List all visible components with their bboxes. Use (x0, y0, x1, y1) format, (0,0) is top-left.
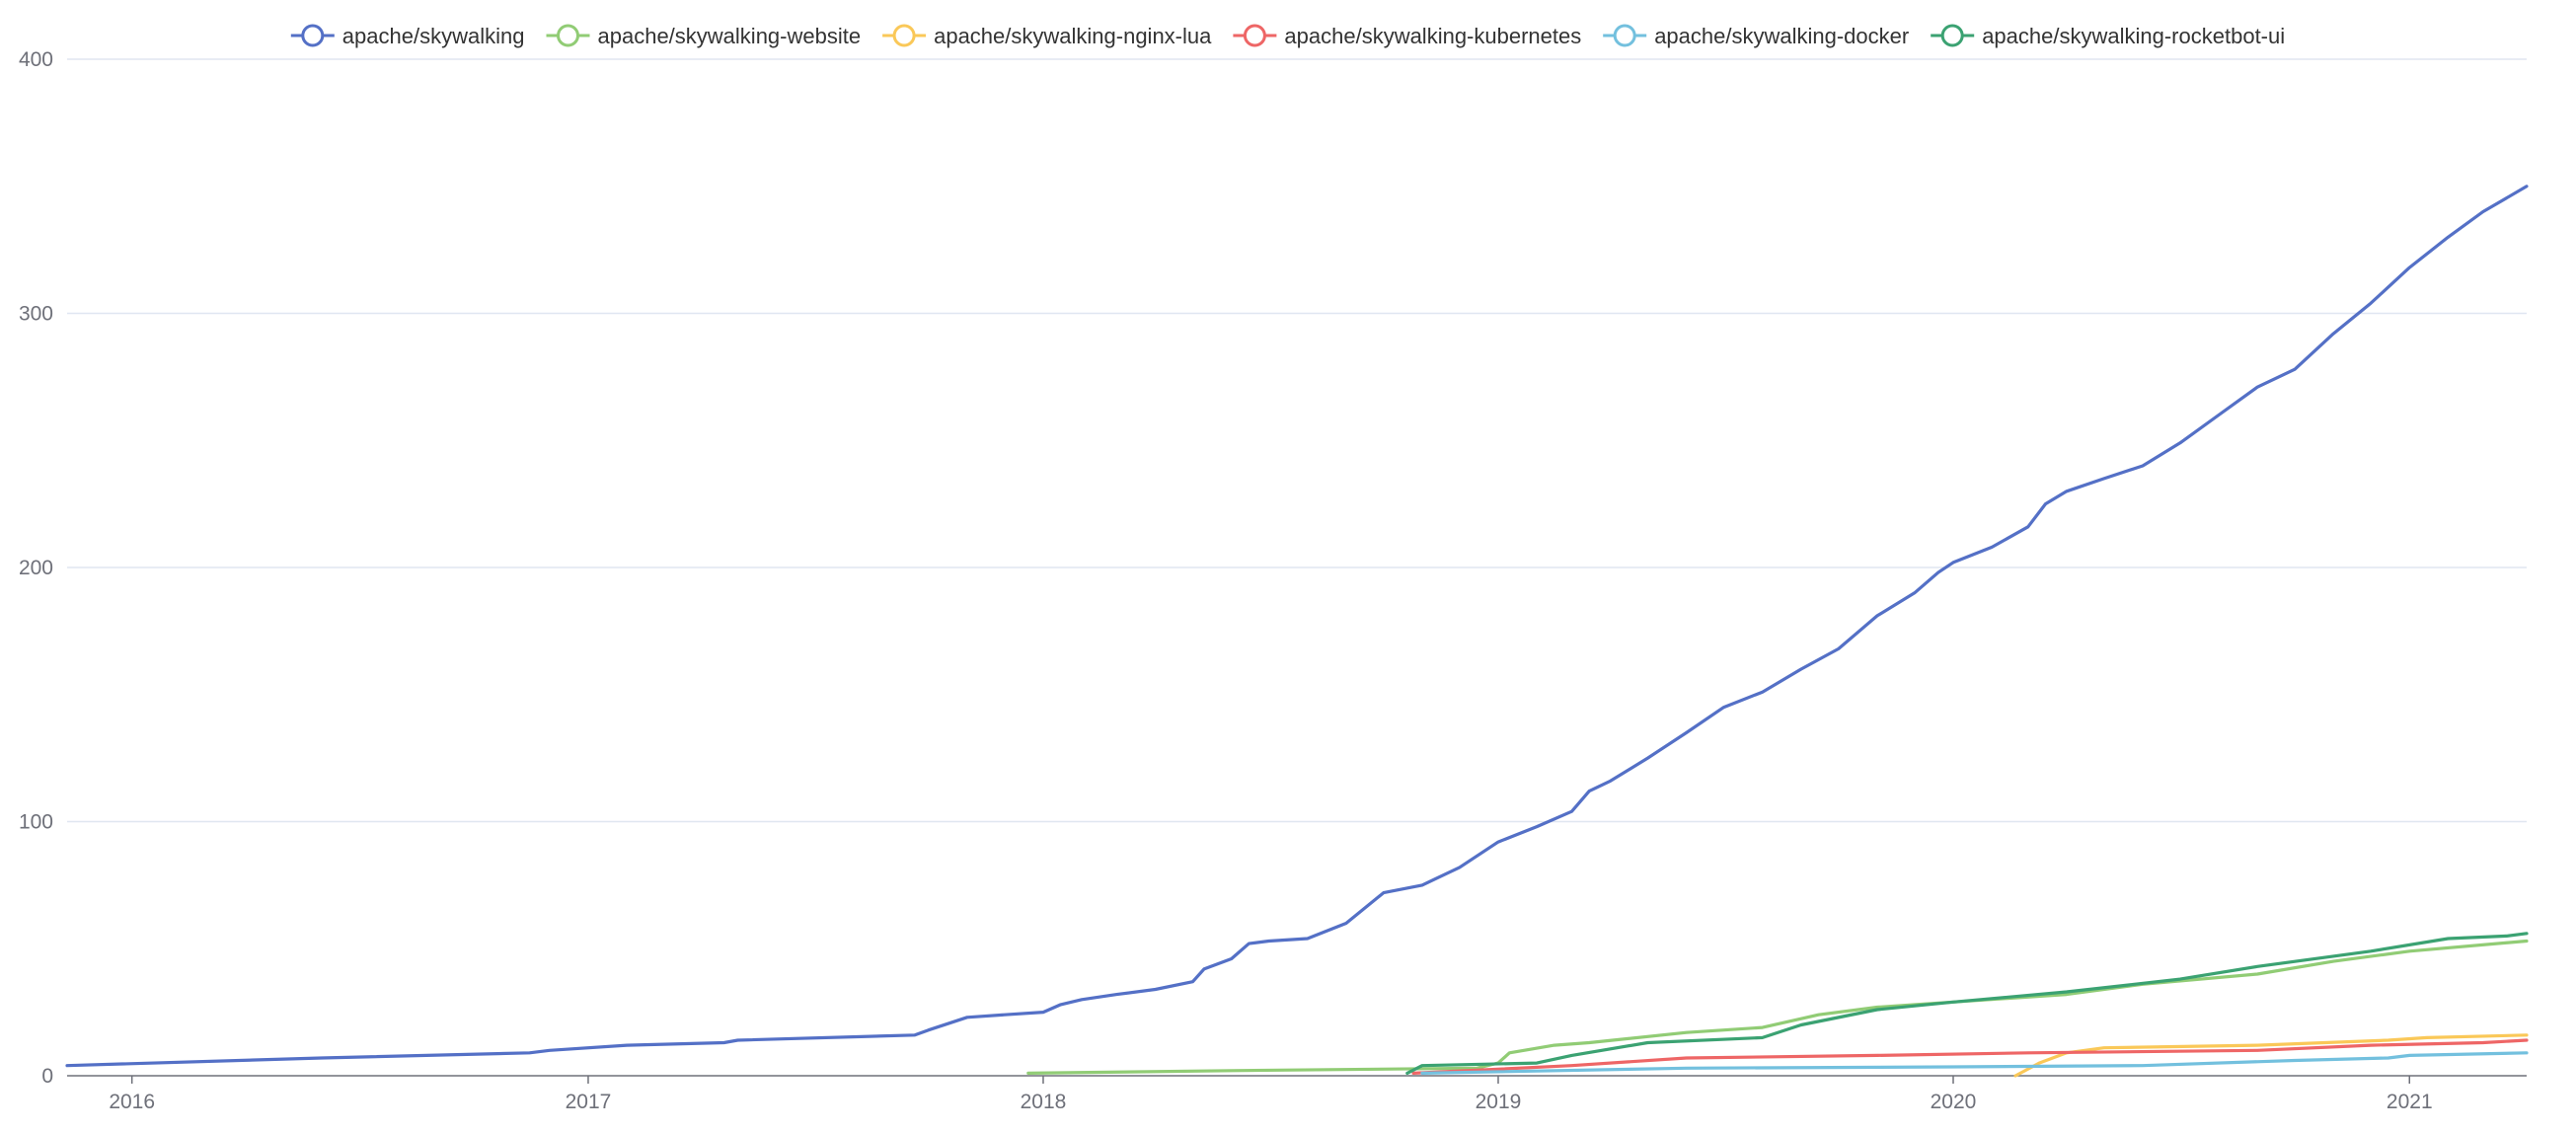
y-tick-label: 0 (41, 1065, 53, 1088)
legend-item[interactable]: apache/skywalking-kubernetes (1233, 24, 1581, 48)
legend-label: apache/skywalking-kubernetes (1284, 24, 1581, 48)
series-line-1[interactable] (65, 185, 2529, 1068)
y-tick-label: 400 (19, 48, 53, 71)
y-tick-label: 100 (19, 811, 53, 834)
legend-label: apache/skywalking-docker (1654, 24, 1909, 48)
x-tick-label: 2018 (1021, 1091, 1067, 1113)
legend-circle-icon (892, 24, 916, 47)
series-line-3[interactable] (2013, 1033, 2529, 1078)
legend-circle-icon (1243, 24, 1266, 47)
x-tick-label: 2016 (109, 1091, 155, 1113)
y-tick-label: 200 (19, 557, 53, 579)
x-tick-label: 2021 (2387, 1091, 2433, 1113)
x-tick-label: 2017 (566, 1091, 612, 1113)
legend-item[interactable]: apache/skywalking-website (546, 24, 862, 48)
series-line-5[interactable] (1420, 1051, 2529, 1076)
legend-item[interactable]: apache/skywalking-docker (1603, 24, 1909, 48)
legend-item[interactable]: apache/skywalking-nginx-lua (882, 24, 1212, 48)
x-tick-label: 2020 (1931, 1091, 1977, 1113)
y-tick-label: 300 (19, 303, 53, 326)
legend-item[interactable]: apache/skywalking (290, 24, 525, 48)
axis-layer: 0 100 200 300 400 2016 2017 2018 2019 2020 2021 (19, 48, 2527, 1113)
legend-circle-icon (1613, 24, 1636, 47)
x-tick-label: 2019 (1476, 1091, 1522, 1113)
legend-circle-icon (557, 24, 579, 47)
series-line-4[interactable] (1411, 1038, 2529, 1076)
legend-circle-icon (301, 24, 325, 47)
series-layer (65, 185, 2529, 1078)
legend-label: apache/skywalking-nginx-lua (934, 24, 1212, 48)
legend-label: apache/skywalking-rocketbot-ui (1982, 24, 2285, 48)
legend-label: apache/skywalking-website (598, 24, 862, 48)
legend[interactable]: apache/skywalking apache/skywalking-websi… (290, 24, 2285, 48)
series-line-6[interactable] (1405, 932, 2529, 1076)
grid-layer (67, 58, 2527, 823)
legend-circle-icon (1940, 24, 1964, 47)
legend-label: apache/skywalking (342, 24, 525, 48)
legend-item[interactable]: apache/skywalking-rocketbot-ui (1931, 24, 2285, 48)
